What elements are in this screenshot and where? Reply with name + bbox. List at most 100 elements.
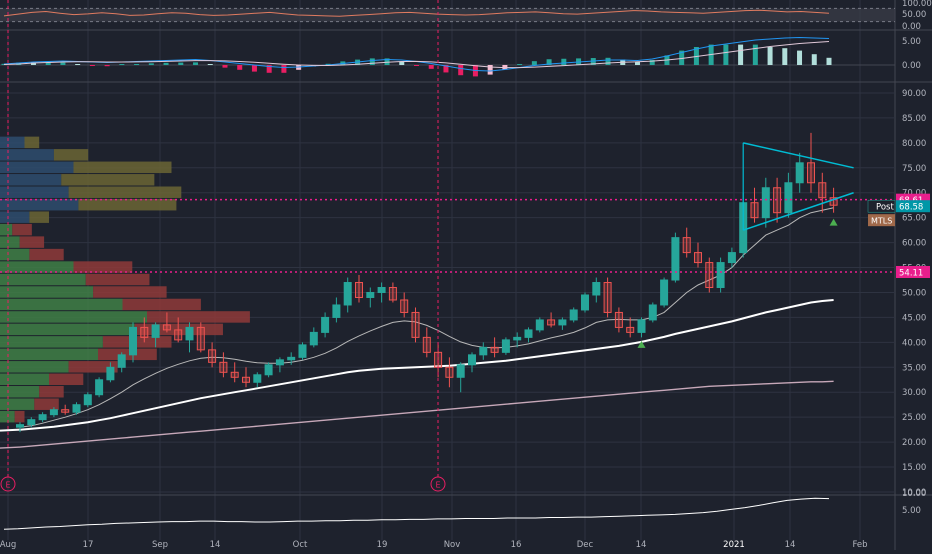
- candle-body: [818, 182, 827, 199]
- event-label: E: [5, 481, 10, 490]
- macd-histogram-bar: [826, 57, 832, 65]
- candle-body: [400, 299, 409, 313]
- candle-body: [185, 326, 194, 341]
- volume-profile-up: [0, 223, 13, 236]
- price-axis-label: 15.00: [902, 463, 926, 473]
- sma-mid-line-ext: [0, 428, 21, 432]
- volume-profile-down: [39, 386, 64, 398]
- candle-body: [95, 379, 104, 396]
- volume-profile-down: [73, 161, 172, 174]
- macd-histogram-bar: [811, 54, 817, 65]
- volume-profile-up: [0, 273, 86, 286]
- macd-histogram-bar: [163, 62, 169, 65]
- level-label: 54.11: [899, 268, 923, 278]
- candle-body: [513, 336, 522, 341]
- x-tick-label: Oct: [293, 540, 308, 550]
- macd-histogram-bar: [634, 62, 640, 65]
- macd-axis-label: 5.00: [902, 37, 921, 47]
- macd-histogram-bar: [590, 58, 596, 65]
- price-axis-label: 90.00: [902, 89, 926, 99]
- candle-body: [807, 162, 815, 184]
- rsi-line: [3, 9, 830, 17]
- candle-body: [660, 279, 669, 306]
- macd-histogram-bar: [148, 63, 154, 65]
- candle-body: [129, 326, 137, 356]
- sma-fast-line: [19, 207, 834, 428]
- post-tag-label: Post: [876, 203, 894, 213]
- candle-body: [275, 359, 284, 366]
- candle-body: [716, 262, 725, 289]
- pattern-lower-line: [742, 192, 854, 231]
- candle-body: [140, 326, 149, 338]
- candle-body: [38, 414, 47, 421]
- candle-body: [648, 304, 657, 321]
- volume-profile-down: [34, 398, 59, 410]
- candle-body: [253, 374, 262, 383]
- macd-histogram-bar: [531, 61, 537, 65]
- price-axis-label: 85.00: [902, 114, 926, 124]
- macd-histogram-bar: [414, 65, 419, 66]
- volume-profile-up: [0, 286, 94, 298]
- volume-profile-up: [0, 410, 15, 423]
- volume-profile-down: [29, 211, 49, 223]
- volume-profile-down: [61, 174, 155, 186]
- sma-slow-line-ext: [0, 446, 21, 449]
- candle-body: [411, 311, 420, 338]
- candle-body: [343, 282, 352, 306]
- candle-body: [388, 287, 397, 301]
- macd-histogram-bar: [369, 58, 375, 65]
- post-price-label: 68.58: [899, 203, 923, 213]
- volume-profile-down: [14, 410, 25, 423]
- candle-body: [72, 404, 81, 413]
- macd-histogram-bar: [517, 64, 523, 65]
- candle-body: [705, 262, 714, 289]
- candle-body: [242, 376, 250, 383]
- macd-histogram-bar: [178, 62, 184, 65]
- volume-profile-down: [12, 223, 32, 236]
- macd-histogram-bar: [767, 47, 773, 65]
- candle-body: [321, 316, 330, 333]
- candle-body: [162, 324, 171, 331]
- x-tick-label: Sep: [152, 540, 168, 550]
- candle-body: [264, 364, 273, 376]
- price-axis-label: 65.00: [902, 214, 926, 224]
- macd-histogram-bar: [60, 62, 66, 65]
- mtls-tag-label: MTLS: [871, 217, 892, 226]
- price-axis-label: 50.00: [902, 288, 926, 298]
- macd-axis-label: 0.00: [902, 61, 921, 71]
- price-axis-label: 80.00: [902, 139, 926, 149]
- event-label: E: [435, 481, 440, 490]
- volume-profile-down: [98, 348, 157, 361]
- macd-histogram-bar: [281, 65, 287, 73]
- candle-body: [671, 237, 680, 281]
- x-tick-label: 17: [83, 540, 94, 550]
- candle-body: [535, 319, 544, 331]
- macd-histogram-bar: [797, 50, 803, 65]
- price-axis-label: 10.00: [902, 488, 926, 498]
- macd-histogram-bar: [605, 57, 611, 65]
- x-tick-label: Aug: [0, 540, 16, 550]
- macd-histogram-bar: [458, 65, 464, 76]
- x-tick-label: 14: [636, 540, 647, 550]
- signal-marker-icon: [637, 340, 646, 348]
- candle-body: [208, 349, 217, 363]
- price-axis-label: 25.00: [902, 413, 926, 423]
- macd-histogram-bar: [723, 44, 729, 65]
- candle-body: [196, 326, 205, 351]
- macd-histogram-bar: [119, 64, 125, 65]
- volume-profile-up: [0, 361, 69, 373]
- volume-profile-up: [0, 161, 74, 174]
- price-axis-label: 30.00: [902, 388, 926, 398]
- volume-profile-up: [0, 211, 30, 223]
- macd-histogram-bar: [193, 62, 199, 65]
- candle-body: [569, 309, 578, 321]
- candle-body: [626, 326, 635, 333]
- macd-histogram-bar: [679, 50, 685, 65]
- sma-slow-line: [19, 380, 834, 448]
- candle-body: [614, 311, 623, 328]
- candle-body: [27, 419, 36, 426]
- macd-histogram-bar: [738, 44, 744, 65]
- candle-body: [603, 282, 612, 313]
- volume-profile-down: [68, 361, 118, 373]
